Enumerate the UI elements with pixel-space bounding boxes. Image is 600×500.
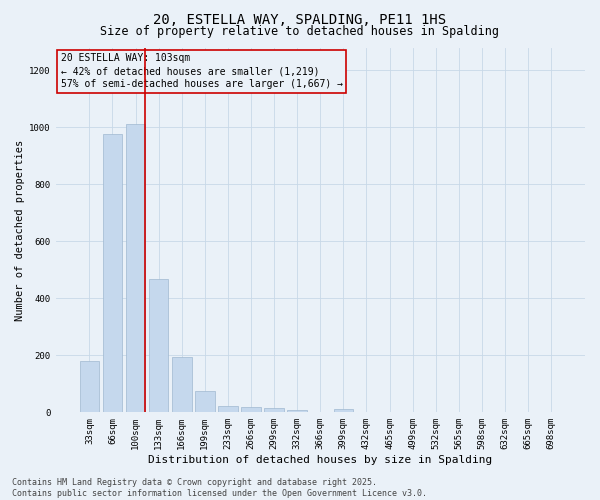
- Bar: [172, 358, 191, 412]
- X-axis label: Distribution of detached houses by size in Spalding: Distribution of detached houses by size …: [148, 455, 493, 465]
- Bar: [287, 410, 307, 412]
- Bar: [218, 406, 238, 412]
- Bar: [241, 408, 261, 412]
- Bar: [103, 134, 122, 412]
- Bar: [126, 124, 145, 412]
- Text: 20, ESTELLA WAY, SPALDING, PE11 1HS: 20, ESTELLA WAY, SPALDING, PE11 1HS: [154, 12, 446, 26]
- Bar: [149, 279, 169, 412]
- Bar: [195, 391, 215, 412]
- Text: Contains HM Land Registry data © Crown copyright and database right 2025.
Contai: Contains HM Land Registry data © Crown c…: [12, 478, 427, 498]
- Y-axis label: Number of detached properties: Number of detached properties: [15, 140, 25, 320]
- Bar: [334, 409, 353, 412]
- Text: 20 ESTELLA WAY: 103sqm
← 42% of detached houses are smaller (1,219)
57% of semi-: 20 ESTELLA WAY: 103sqm ← 42% of detached…: [61, 53, 343, 90]
- Bar: [80, 361, 99, 412]
- Bar: [264, 408, 284, 412]
- Text: Size of property relative to detached houses in Spalding: Size of property relative to detached ho…: [101, 25, 499, 38]
